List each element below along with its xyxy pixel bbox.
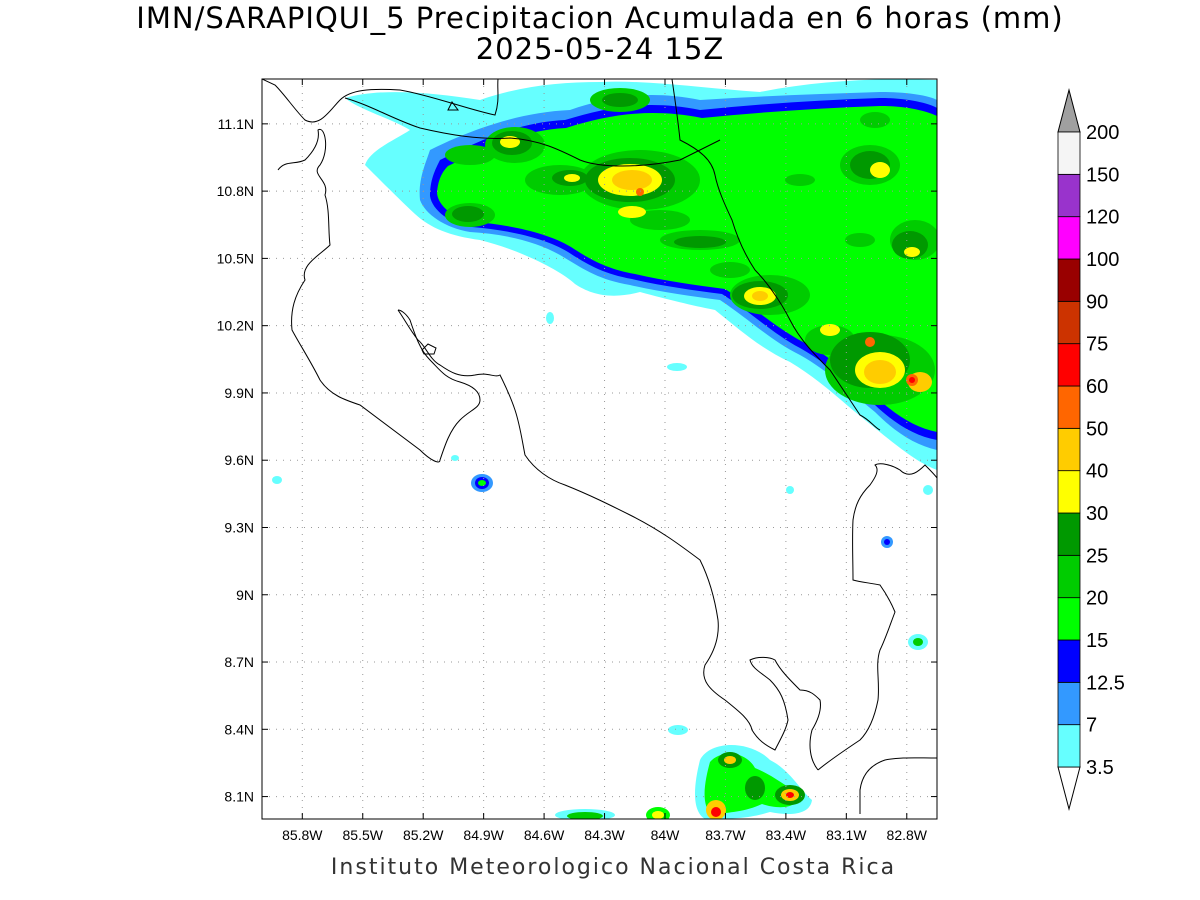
colorbar-label: 100	[1086, 249, 1119, 271]
lon-tick-label: 84.9W	[463, 827, 504, 843]
colorbar-label: 12.5	[1086, 672, 1125, 694]
lon-tick-label: 84W	[651, 827, 681, 843]
nicaragua-costa-rica-border	[344, 97, 721, 167]
map-gridlines	[262, 79, 937, 819]
lat-tick-label: 8.4N	[224, 721, 254, 737]
lat-tick-label: 11.1N	[218, 116, 254, 132]
lat-tick-label: 10.5N	[217, 250, 254, 266]
rain-area-50	[636, 188, 918, 386]
colorbar-label: 75	[1086, 334, 1108, 356]
colorbar-label: 30	[1086, 503, 1108, 525]
rain-area-60	[909, 377, 915, 383]
colorbar-label: 3.5	[1086, 757, 1114, 779]
lat-tick-label: 9N	[236, 587, 254, 603]
colorbar-label: 50	[1086, 418, 1108, 440]
colorbar-label: 40	[1086, 461, 1108, 483]
lon-tick-label: 84.3W	[584, 827, 625, 843]
colorbar-min-arrow	[1057, 766, 1081, 811]
colorbar-swatch	[1057, 470, 1081, 514]
lat-tick-label: 8.1N	[224, 789, 254, 805]
caribbean-coast	[671, 79, 881, 431]
colorbar-label: 90	[1086, 291, 1108, 313]
colorbar-swatch	[1057, 385, 1081, 429]
colorbar-label: 7	[1086, 715, 1097, 737]
lon-tick-label: 83.1W	[826, 827, 867, 843]
coastlines	[262, 79, 937, 814]
lon-tick-label: 82.8W	[887, 827, 928, 843]
lake-nicaragua-shore	[262, 79, 499, 123]
lon-tick-label: 85.5W	[343, 827, 384, 843]
lat-tick-label: 9.9N	[224, 385, 254, 401]
colorbar-swatch	[1057, 343, 1081, 387]
colorbar-label: 120	[1086, 207, 1119, 229]
lon-tick-label: 83.4W	[766, 827, 807, 843]
panama-south-coast	[859, 757, 937, 814]
lon-tick-label: 85.2W	[403, 827, 444, 843]
colorbar-swatch	[1057, 131, 1081, 175]
map-datetime: 2025-05-24 15Z	[475, 32, 725, 66]
map-title: IMN/SARAPIQUI_5 Precipitacion Acumulada …	[136, 1, 1064, 35]
lat-tick-label: 9.3N	[224, 519, 254, 535]
nicoya-gulf-coast	[397, 309, 821, 771]
colorbar-label: 200	[1086, 122, 1119, 144]
colorbar-label: 15	[1086, 630, 1108, 652]
rain-cells-south	[555, 745, 812, 819]
colorbar-swatch	[1057, 681, 1081, 726]
colorbar: 3.5 7 12.5 15 20 25 30 40 50 60 75 90 100 120 150 200	[1057, 88, 1125, 811]
colorbar-swatch	[1057, 173, 1081, 218]
lon-tick-label: 85.8W	[282, 827, 323, 843]
colorbar-swatch	[1057, 724, 1081, 768]
colorbar-swatch	[1057, 258, 1081, 302]
colorbar-max-arrow	[1057, 88, 1081, 133]
precipitation-field	[272, 79, 937, 819]
latitude-axis: 11.1N 10.8N 10.5N 10.2N 9.9N 9.6N 9.3N 9N 8.7N 8.…	[217, 116, 937, 805]
osa-panama-coast	[817, 463, 937, 771]
pacific-coast-north	[277, 128, 481, 463]
colorbar-label: 20	[1086, 588, 1108, 610]
colorbar-label: 60	[1086, 376, 1108, 398]
lon-tick-label: 83.7W	[705, 827, 746, 843]
colorbar-swatch	[1057, 512, 1081, 556]
colorbar-swatch	[1057, 216, 1081, 260]
nicoya-island	[421, 343, 437, 355]
lat-tick-label: 10.2N	[217, 318, 254, 334]
colorbar-swatch	[1057, 554, 1081, 599]
lon-tick-label: 84.6W	[524, 827, 565, 843]
colorbar-label: 25	[1086, 545, 1108, 567]
colorbar-label: 150	[1086, 164, 1119, 186]
lat-tick-label: 8.7N	[224, 654, 254, 670]
colorbar-swatch	[1057, 639, 1081, 683]
colorbar-swatch	[1057, 300, 1081, 345]
lat-tick-label: 10.8N	[217, 183, 254, 199]
lake-island	[447, 101, 459, 111]
map-frame	[261, 78, 938, 820]
lat-tick-label: 9.6N	[224, 452, 254, 468]
colorbar-swatch	[1057, 427, 1081, 472]
rain-cells-small	[272, 312, 933, 735]
colorbar-swatch	[1057, 597, 1081, 641]
longitude-axis: 85.8W 85.5W 85.2W 84.9W 84.6W 84.3W 84W 83.7W 83…	[282, 79, 928, 843]
rain-area-40	[612, 170, 932, 392]
institution-footer: Instituto Meteorologico Nacional Costa R…	[330, 855, 897, 880]
